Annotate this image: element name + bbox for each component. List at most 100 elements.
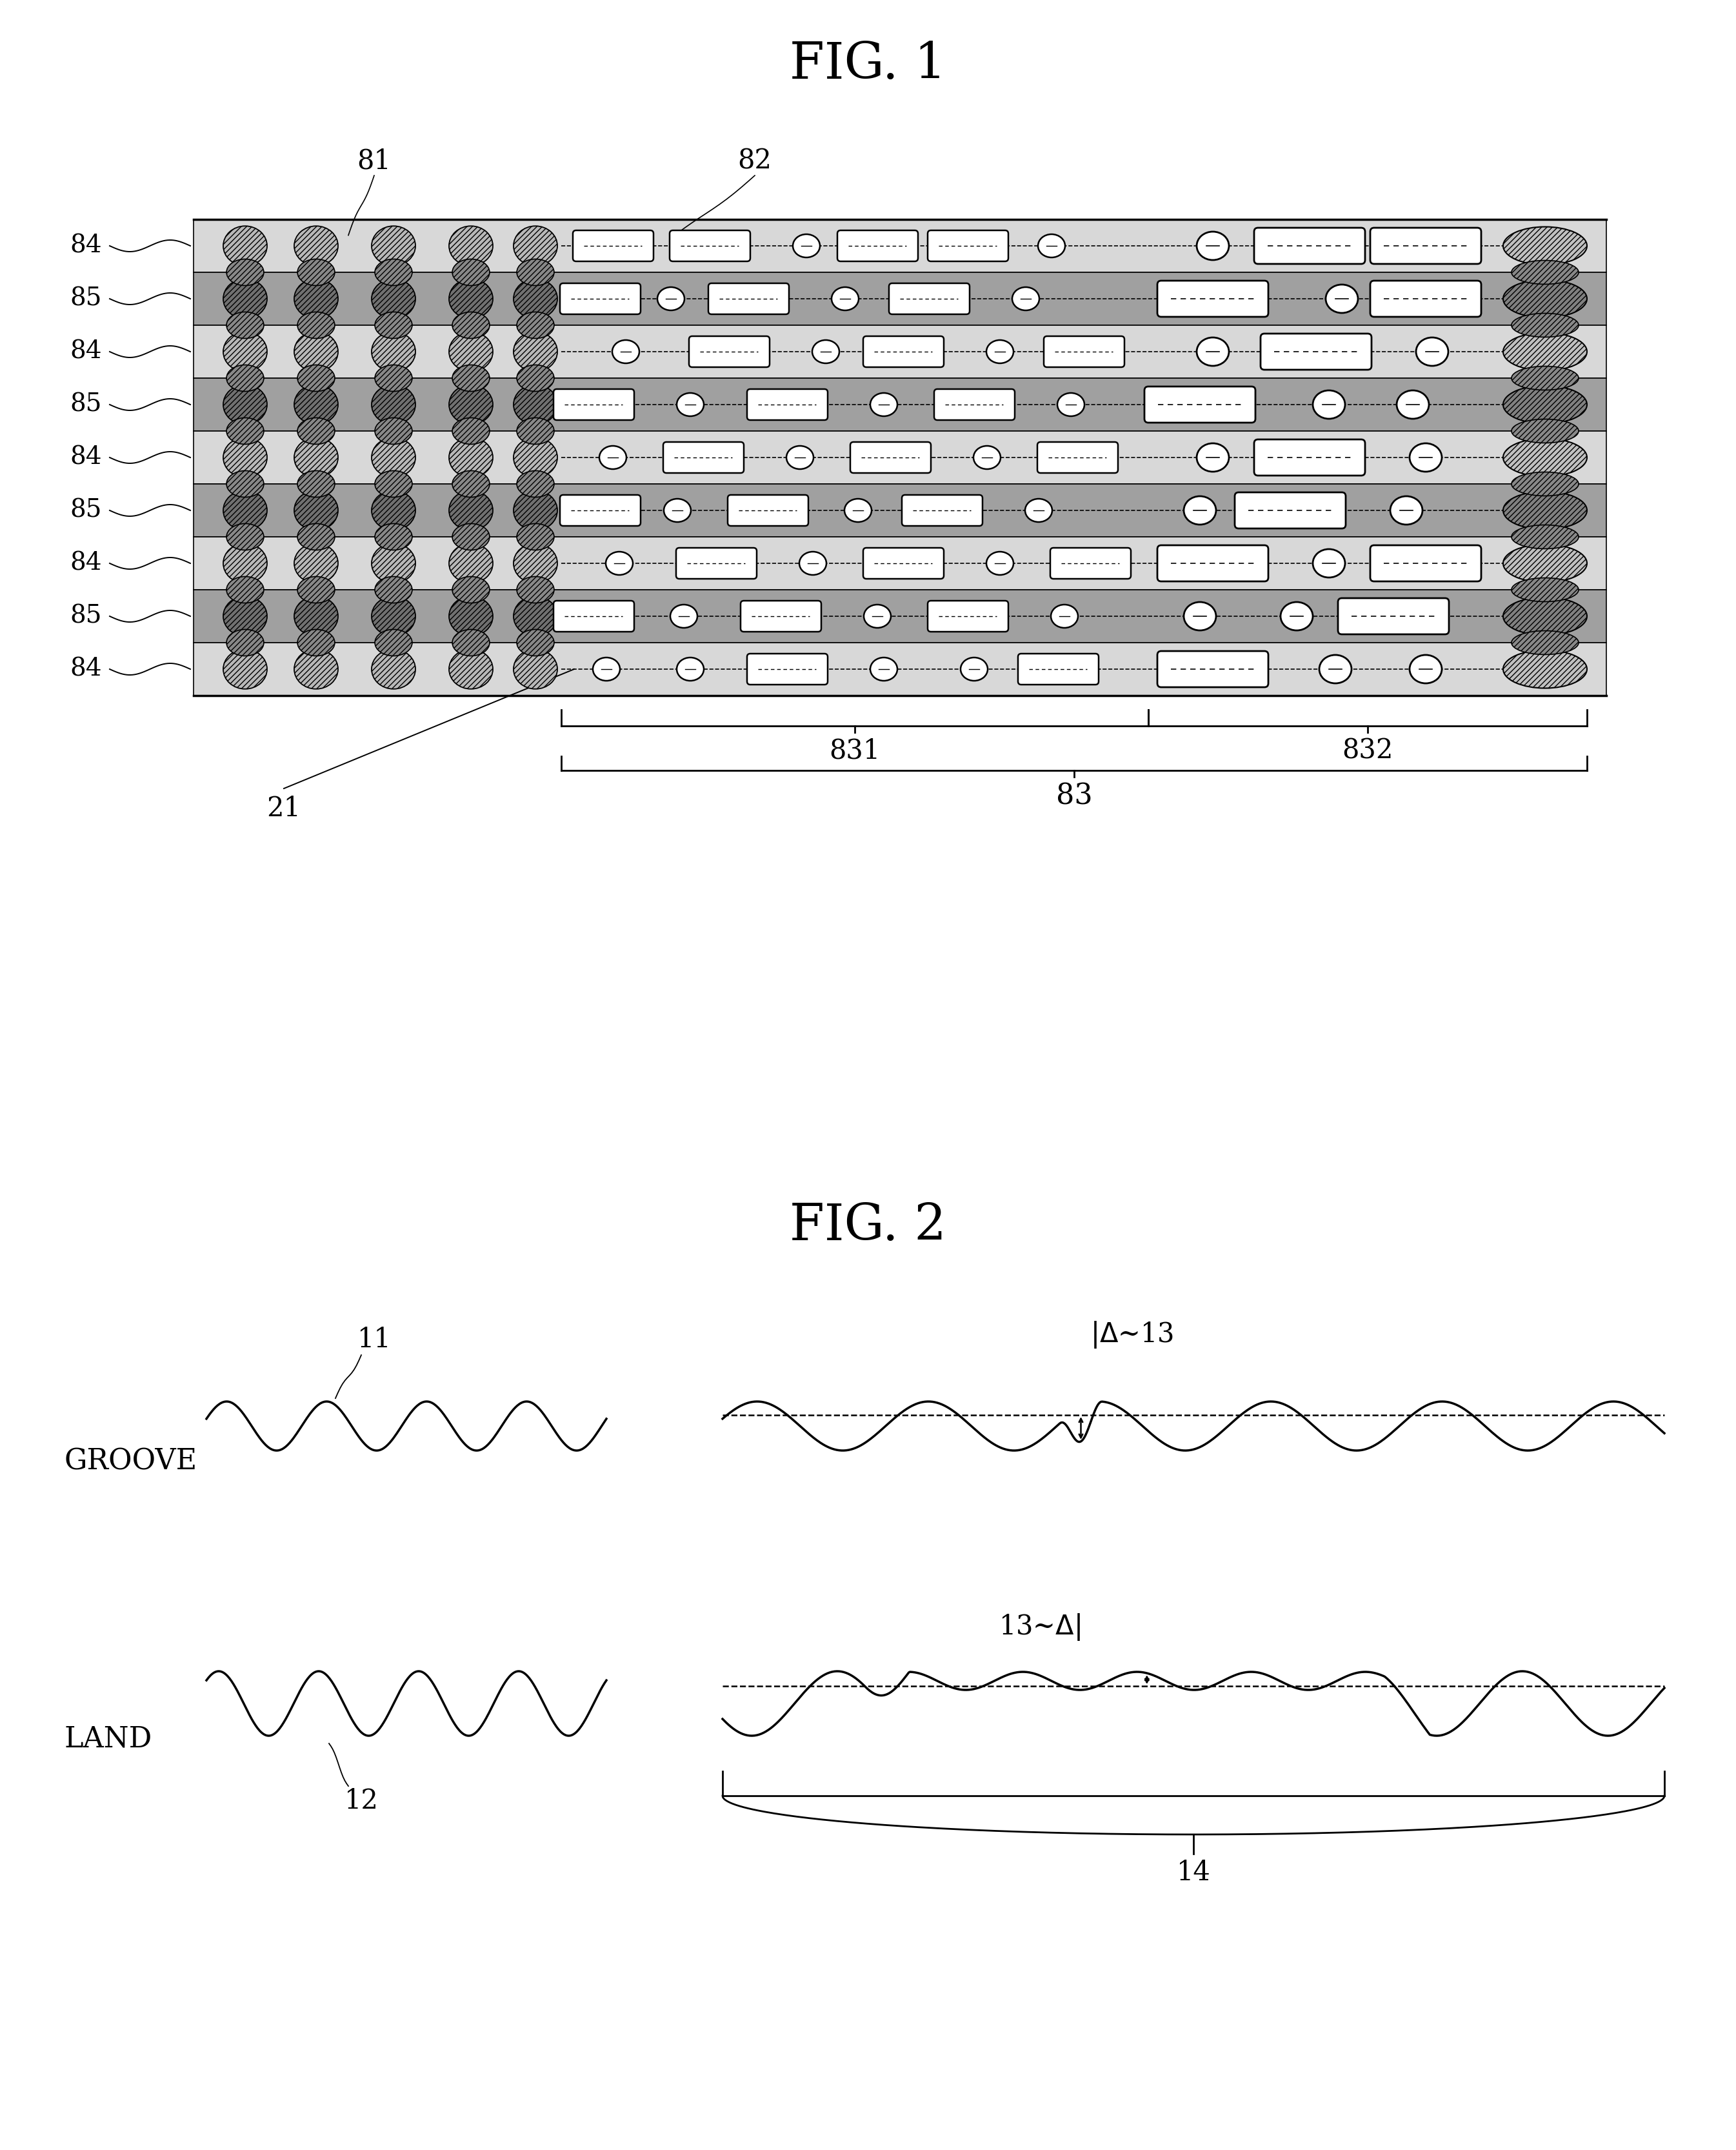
Text: FIG. 2: FIG. 2 [790, 1202, 946, 1251]
FancyBboxPatch shape [561, 494, 641, 527]
Ellipse shape [224, 331, 267, 372]
Ellipse shape [1503, 439, 1587, 477]
Ellipse shape [226, 312, 264, 338]
Ellipse shape [372, 439, 415, 477]
Bar [193, 430, 1606, 484]
FancyBboxPatch shape [934, 389, 1016, 419]
Ellipse shape [224, 439, 267, 477]
FancyBboxPatch shape [573, 230, 653, 262]
FancyBboxPatch shape [1260, 333, 1371, 370]
FancyBboxPatch shape [1158, 546, 1269, 580]
Ellipse shape [1050, 604, 1078, 628]
FancyBboxPatch shape [851, 443, 930, 473]
Ellipse shape [514, 490, 557, 531]
Ellipse shape [293, 385, 339, 424]
FancyBboxPatch shape [1338, 598, 1450, 634]
Text: 82: 82 [738, 146, 773, 174]
FancyBboxPatch shape [741, 600, 821, 632]
Ellipse shape [613, 340, 639, 363]
Ellipse shape [293, 226, 339, 267]
Ellipse shape [226, 471, 264, 497]
Ellipse shape [960, 658, 988, 682]
Ellipse shape [226, 576, 264, 602]
Ellipse shape [1512, 525, 1578, 548]
Text: 84: 84 [69, 340, 102, 363]
FancyBboxPatch shape [1158, 282, 1269, 316]
Ellipse shape [599, 445, 627, 469]
Ellipse shape [375, 417, 411, 445]
Ellipse shape [297, 630, 335, 656]
Ellipse shape [224, 226, 267, 267]
Ellipse shape [1512, 260, 1578, 284]
Ellipse shape [226, 258, 264, 286]
FancyBboxPatch shape [561, 284, 641, 314]
Ellipse shape [224, 490, 267, 531]
FancyBboxPatch shape [1038, 443, 1118, 473]
Text: 831: 831 [830, 737, 880, 765]
Ellipse shape [594, 658, 620, 682]
Ellipse shape [1503, 333, 1587, 370]
Ellipse shape [1503, 492, 1587, 529]
FancyBboxPatch shape [903, 494, 983, 527]
Ellipse shape [986, 340, 1014, 363]
Text: 21: 21 [267, 795, 300, 821]
Ellipse shape [1512, 630, 1578, 654]
Text: 13~$\Delta$$\vert$: 13~$\Delta$$\vert$ [998, 1612, 1080, 1643]
Ellipse shape [450, 490, 493, 531]
FancyBboxPatch shape [689, 335, 769, 368]
FancyBboxPatch shape [727, 494, 809, 527]
FancyBboxPatch shape [675, 548, 757, 578]
Text: 85: 85 [69, 286, 102, 312]
Ellipse shape [793, 234, 819, 258]
Ellipse shape [372, 649, 415, 688]
Ellipse shape [1057, 393, 1085, 417]
Bar [193, 325, 1606, 378]
FancyBboxPatch shape [1370, 546, 1481, 580]
FancyBboxPatch shape [1144, 387, 1255, 424]
Ellipse shape [799, 553, 826, 574]
Ellipse shape [293, 649, 339, 688]
Ellipse shape [517, 366, 554, 391]
FancyBboxPatch shape [1253, 228, 1364, 264]
Text: 84: 84 [69, 550, 102, 576]
Ellipse shape [1196, 232, 1229, 260]
Ellipse shape [1326, 284, 1358, 314]
FancyBboxPatch shape [863, 548, 944, 578]
Ellipse shape [1410, 443, 1443, 471]
Ellipse shape [224, 596, 267, 636]
Ellipse shape [1512, 314, 1578, 338]
Ellipse shape [1417, 338, 1448, 366]
Ellipse shape [372, 596, 415, 636]
Text: FIG. 1: FIG. 1 [790, 41, 946, 88]
Ellipse shape [450, 544, 493, 583]
Ellipse shape [677, 393, 703, 417]
Bar [193, 219, 1606, 273]
Text: 14: 14 [1177, 1860, 1210, 1886]
Ellipse shape [375, 525, 411, 550]
Ellipse shape [224, 280, 267, 318]
FancyBboxPatch shape [1234, 492, 1345, 529]
Bar [193, 378, 1606, 430]
Ellipse shape [786, 445, 814, 469]
Ellipse shape [453, 258, 490, 286]
Text: 83: 83 [1055, 783, 1092, 811]
Ellipse shape [606, 553, 634, 574]
Ellipse shape [293, 490, 339, 531]
Ellipse shape [517, 312, 554, 338]
Ellipse shape [453, 417, 490, 445]
Ellipse shape [297, 258, 335, 286]
Ellipse shape [372, 226, 415, 267]
Ellipse shape [517, 471, 554, 497]
Ellipse shape [517, 630, 554, 656]
Ellipse shape [453, 312, 490, 338]
Ellipse shape [1503, 385, 1587, 424]
Ellipse shape [1312, 548, 1345, 578]
Ellipse shape [1196, 338, 1229, 366]
Text: 81: 81 [358, 146, 391, 174]
Ellipse shape [375, 471, 411, 497]
Ellipse shape [517, 258, 554, 286]
Ellipse shape [450, 226, 493, 267]
Ellipse shape [1512, 473, 1578, 497]
FancyBboxPatch shape [1043, 335, 1125, 368]
Ellipse shape [514, 649, 557, 688]
